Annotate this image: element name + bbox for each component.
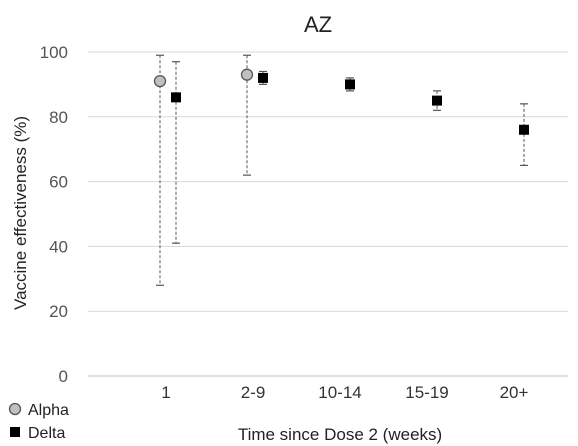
- legend-label-delta: Delta: [28, 425, 65, 442]
- legend-label-alpha: Alpha: [28, 402, 69, 419]
- chart-title: AZ: [304, 12, 332, 37]
- y-tick-label: 0: [59, 367, 68, 386]
- legend-marker-alpha: [10, 404, 21, 415]
- marker-delta-15-19: [432, 96, 442, 106]
- marker-delta-10-14: [345, 79, 355, 89]
- data-markers: [155, 69, 530, 135]
- x-axis-label: Time since Dose 2 (weeks): [238, 425, 442, 444]
- y-axis-label: Vaccine effectiveness (%): [11, 116, 30, 310]
- y-tick-label: 20: [49, 302, 68, 321]
- marker-alpha-1: [155, 76, 166, 87]
- y-tick-label: 40: [49, 237, 68, 256]
- y-tick-label: 60: [49, 173, 68, 192]
- x-tick-label: 20+: [500, 383, 529, 402]
- y-tick-label: 80: [49, 108, 68, 127]
- x-tick-label: 2-9: [241, 383, 266, 402]
- x-tick-label: 15-19: [405, 383, 448, 402]
- y-tick-label: 100: [40, 43, 68, 62]
- marker-alpha-2-9: [242, 69, 253, 80]
- legend-marker-delta: [10, 427, 20, 437]
- x-tick-label: 1: [161, 383, 170, 402]
- x-tick-label: 10-14: [318, 383, 361, 402]
- y-axis-ticks: 0 20 40 60 80 100: [40, 43, 68, 386]
- legend: Alpha Delta: [10, 402, 70, 442]
- marker-delta-20+: [519, 125, 529, 135]
- marker-delta-2-9: [258, 73, 268, 83]
- marker-delta-1: [171, 92, 181, 102]
- x-axis-ticks: 1 2-9 10-14 15-19 20+: [161, 383, 528, 402]
- error-bars: [156, 55, 528, 285]
